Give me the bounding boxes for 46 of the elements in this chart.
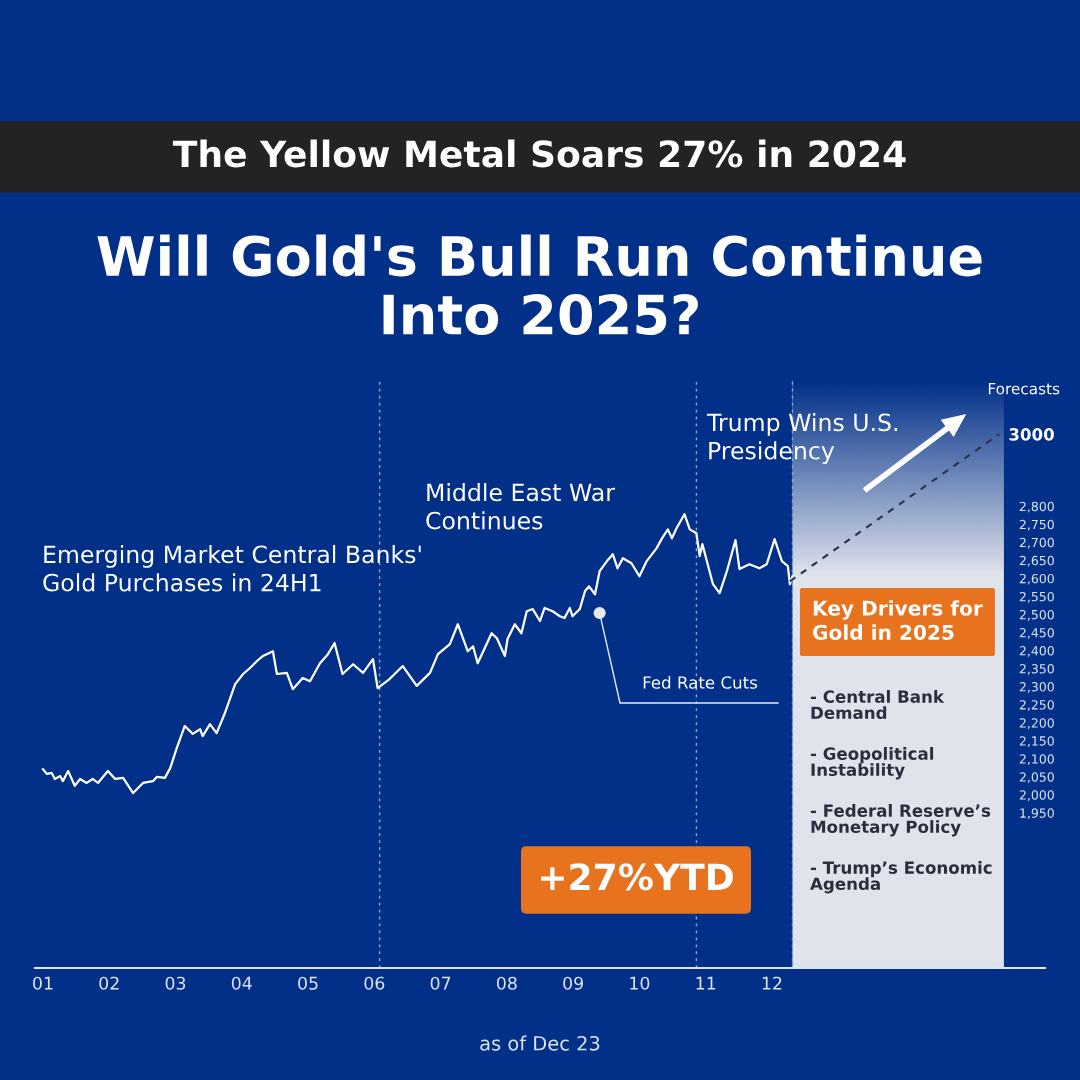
y-tick-label: 2,500 xyxy=(1019,609,1054,621)
x-tick-label: 08 xyxy=(496,976,517,990)
annotation: Middle East War Continues xyxy=(426,483,615,530)
x-tick-label: 01 xyxy=(33,976,53,990)
y-tick-label: 2,800 xyxy=(1019,501,1054,513)
annotation: - Central Bank Demand xyxy=(810,690,945,720)
x-tick-label: 04 xyxy=(231,976,252,990)
chart-title: Will Gold's Bull Run Continue Into 2025? xyxy=(97,234,982,336)
annotation: Emerging Market Central Banks' Gold Purchases in 24H1 xyxy=(43,545,421,592)
y-tick-label: 2,650 xyxy=(1019,555,1054,567)
x-tick-label: 02 xyxy=(99,976,119,990)
annotation: - Trump’s Economic Agenda xyxy=(810,861,992,894)
x-tick-label: 03 xyxy=(165,976,186,990)
annotation: Fed Rate Cuts xyxy=(643,675,758,689)
line-series xyxy=(41,513,794,795)
y-tick-label: 2,550 xyxy=(1019,591,1054,603)
y-tick-label: 2,400 xyxy=(1019,646,1054,657)
y-tick-label: 2,200 xyxy=(1019,718,1054,729)
y-tick-label: 2,250 xyxy=(1019,700,1054,711)
y-tick-label: 2,350 xyxy=(1019,664,1054,675)
x-tick-label: 09 xyxy=(563,976,583,990)
x-tick-label: 11 xyxy=(696,976,716,990)
y-tick-label: 2,050 xyxy=(1019,772,1054,784)
y-tick-label: 2,300 xyxy=(1019,682,1054,693)
text: as of Dec 23 xyxy=(480,1035,600,1051)
annotation: +27%YTD xyxy=(541,863,733,891)
x-tick-label: 05 xyxy=(298,976,318,990)
annotation: - Geopolitical Instability xyxy=(810,747,934,780)
y-tick-label: 3000 xyxy=(1009,428,1054,441)
annotation: - Federal Reserve’s Monetary Policy xyxy=(810,804,991,837)
y-tick-label: 2,700 xyxy=(1019,537,1054,549)
annotation: Forecasts xyxy=(988,383,1060,395)
x-tick-label: 06 xyxy=(364,976,385,990)
x-tick-label: 10 xyxy=(630,976,650,990)
annotation: Key Drivers for Gold in 2025 xyxy=(813,600,983,640)
annotation: Trump Wins U.S. Presidency xyxy=(706,413,897,465)
y-tick-label: 2,600 xyxy=(1019,573,1054,585)
x-tick-label: 12 xyxy=(762,976,782,990)
x-tick-label: 07 xyxy=(430,976,451,990)
y-tick-label: 2,450 xyxy=(1019,627,1054,639)
y-tick-label: 2,100 xyxy=(1019,754,1054,765)
y-tick-label: 2,750 xyxy=(1019,519,1054,531)
y-tick-label: 2,000 xyxy=(1019,790,1054,802)
y-tick-label: 2,150 xyxy=(1019,736,1054,747)
chart-subtitle: The Yellow Metal Soars 27% in 2024 xyxy=(172,139,906,168)
y-tick-label: 1,950 xyxy=(1020,808,1054,820)
